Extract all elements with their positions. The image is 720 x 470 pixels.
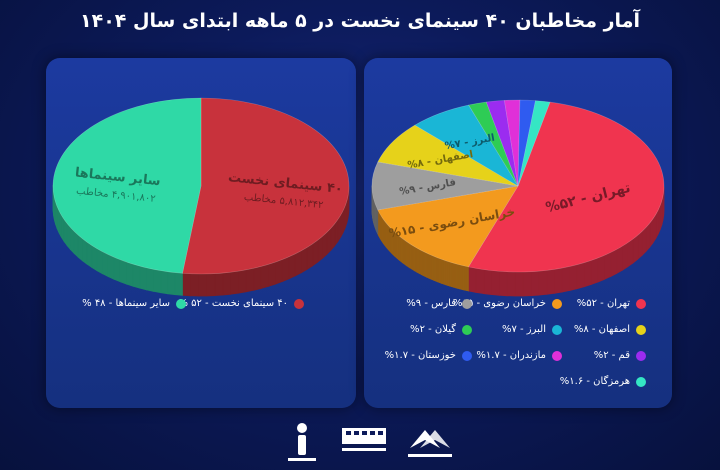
legend-dot-icon	[636, 376, 646, 387]
right-legend-item-0: تهران - ۵۲%	[577, 298, 646, 309]
cinema-logo-icon	[342, 428, 386, 451]
ministry-logo-icon	[408, 430, 452, 457]
legend-label: اصفهان - ۸%	[573, 324, 630, 335]
legend-label: خوزستان - ۱.۷%	[384, 350, 456, 361]
legend-label: مازندران - ۱.۷%	[476, 350, 546, 361]
right-slice-3	[377, 124, 519, 187]
right-slice-7	[504, 99, 521, 187]
legend-label: قم - ۲%	[593, 350, 630, 361]
right-slice-8	[517, 99, 536, 187]
info-logo-icon	[288, 423, 316, 461]
legend-label: فارس - ۹%	[406, 298, 456, 309]
legend-dot-icon	[462, 298, 472, 309]
right-slice-9	[517, 100, 551, 187]
legend-dot-icon	[176, 298, 186, 309]
right-legend-item-6: قم - ۲%	[594, 350, 646, 361]
right-legend-item-8: خوزستان - ۱.۷%	[385, 350, 472, 361]
legend-label: هرمزگان - ۱.۶%	[559, 376, 630, 387]
right-slice-0	[467, 101, 665, 273]
right-chart-panel: تهران - ۵۲% خراسان رضوی - ۱۵% فارس - ۹% اصف…	[364, 58, 672, 408]
right-legend-item-3: اصفهان - ۸%	[574, 324, 646, 335]
legend-label: ۴۰ سینمای نخست - ۵۲ %	[178, 298, 288, 309]
left-chart-panel: ۴۰ سینمای نخست ۵,۸۱۲,۳۴۲ مخاطب سایر سینماه…	[46, 58, 356, 408]
legend-label: گیلان - ۲%	[410, 324, 456, 335]
right-legend-item-4: البرز - ۷%	[502, 324, 562, 335]
left-slice-0	[182, 97, 350, 275]
right-legend-item-9: هرمزگان - ۱.۶%	[560, 376, 646, 387]
right-legend: تهران - ۵۲%خراسان رضوی - ۱۵%فارس - ۹%اصف…	[364, 58, 672, 408]
right-pie-chart: تهران - ۵۲%خراسان رضوی - ۱۵%فارس - ۹%اصف…	[371, 99, 665, 297]
left-legend: ۴۰ سینمای نخست - ۵۲ % سایر سینماها - ۴۸ %	[46, 58, 356, 408]
page-title: آمار مخاطبان ۴۰ سینمای نخست در ۵ ماهه اب…	[80, 10, 640, 32]
right-legend-item-2: فارس - ۹%	[406, 298, 472, 309]
legend-label: سایر سینماها - ۴۸ %	[82, 298, 170, 309]
legend-dot-icon	[294, 298, 304, 309]
right-slice-6	[485, 100, 519, 187]
legend-dot-icon	[636, 324, 646, 335]
legend-dot-icon	[552, 324, 562, 335]
right-slice-2	[371, 161, 519, 211]
right-slice-4	[414, 104, 519, 187]
right-slice-1	[377, 185, 519, 268]
right-legend-item-7: مازندران - ۱.۷%	[476, 350, 562, 361]
left-slice-1	[52, 97, 202, 274]
legend-dot-icon	[552, 350, 562, 361]
left-legend-item-1: سایر سینماها - ۴۸ %	[82, 298, 186, 309]
footer-logos	[288, 423, 452, 461]
legend-dot-icon	[462, 324, 472, 335]
left-legend-item-0: ۴۰ سینمای نخست - ۵۲ %	[178, 298, 304, 309]
legend-label: تهران - ۵۲%	[576, 298, 630, 309]
legend-dot-icon	[636, 350, 646, 361]
legend-dot-icon	[552, 298, 562, 309]
right-slice-5	[468, 101, 519, 187]
right-legend-item-5: گیلان - ۲%	[410, 324, 472, 335]
legend-dot-icon	[462, 350, 472, 361]
legend-dot-icon	[636, 298, 646, 309]
legend-label: البرز - ۷%	[501, 324, 546, 335]
